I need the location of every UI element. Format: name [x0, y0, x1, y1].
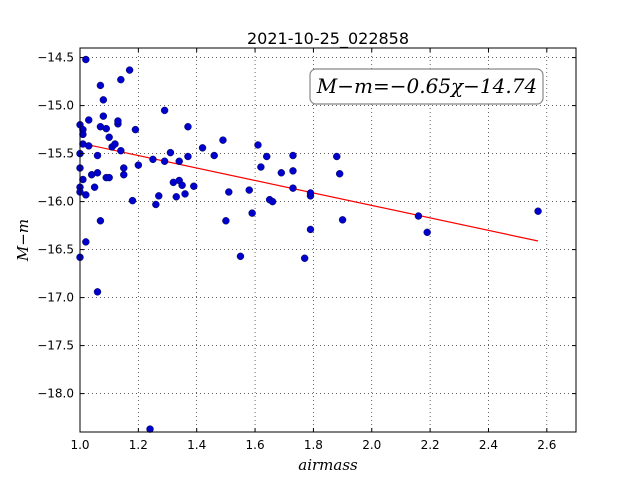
data-point	[263, 152, 271, 161]
data-point	[105, 133, 113, 141]
x-tick-label: 2.4	[479, 438, 498, 452]
data-point	[277, 169, 286, 177]
x-tick-label: 1.4	[187, 438, 206, 452]
grid-lines	[79, 48, 576, 432]
y-tick-label: −16.0	[37, 195, 74, 209]
data-point	[120, 164, 128, 172]
plot-frame	[79, 47, 577, 433]
chart-title: 2021-10-25_022858	[247, 29, 409, 49]
data-point	[245, 186, 253, 194]
data-point	[82, 238, 90, 246]
data-point	[210, 151, 218, 160]
equation-box-frame	[309, 68, 544, 105]
x-axis-ticks: 1.0 1.2 1.4 1.6 1.8 2.0 2.2 2.4 2.6	[70, 48, 556, 452]
data-point	[93, 288, 102, 296]
data-point	[219, 136, 227, 144]
data-point	[198, 144, 207, 152]
x-tick-label: 2.2	[421, 438, 440, 452]
data-point	[79, 130, 87, 139]
data-point	[268, 197, 277, 206]
x-tick-label: 2.0	[362, 438, 381, 452]
data-point	[85, 142, 93, 150]
y-tick-label: −17.0	[37, 291, 74, 305]
data-point	[102, 124, 110, 133]
data-point	[128, 196, 137, 205]
data-point	[117, 75, 125, 84]
data-point	[155, 192, 163, 200]
y-tick-label: −17.5	[37, 339, 74, 353]
data-point	[79, 175, 87, 184]
x-tick-label: 1.6	[246, 438, 265, 452]
data-point	[114, 117, 122, 125]
data-point	[85, 116, 93, 124]
data-point	[254, 141, 262, 149]
data-point	[93, 151, 102, 160]
y-axis-label: M−m	[14, 219, 32, 262]
y-tick-label: −15.0	[37, 99, 74, 113]
data-point	[335, 170, 344, 178]
data-point	[225, 188, 233, 196]
data-point	[105, 173, 113, 182]
x-tick-label: 1.0	[70, 438, 89, 452]
y-tick-label: −14.5	[37, 51, 74, 65]
data-point	[178, 181, 186, 189]
data-point	[333, 152, 341, 161]
y-axis-ticks: −14.5 −15.0 −15.5 −16.0 −16.5 −17.0 −17.5 −18.0	[37, 51, 576, 401]
data-point	[160, 157, 169, 165]
data-point	[125, 66, 134, 74]
data-point	[120, 171, 128, 179]
data-point	[90, 183, 99, 191]
data-point	[93, 169, 102, 177]
data-point	[236, 252, 245, 261]
data-point	[149, 155, 157, 164]
x-tick-label: 2.6	[537, 438, 556, 452]
data-point	[152, 200, 160, 209]
y-tick-label: −18.0	[37, 387, 74, 401]
data-point	[306, 225, 315, 234]
data-point	[423, 228, 431, 237]
data-point	[134, 161, 143, 169]
x-axis-label: airmass	[298, 456, 358, 474]
equation-text: M−m=−0.65χ−14.74	[316, 74, 537, 98]
data-point	[181, 190, 189, 198]
data-point	[82, 55, 90, 64]
x-tick-label: 1.2	[129, 438, 148, 452]
data-point	[300, 254, 309, 262]
data-point	[222, 217, 230, 225]
data-point	[82, 191, 90, 199]
data-point	[534, 207, 542, 215]
data-point	[184, 123, 192, 131]
y-tick-label: −16.5	[37, 243, 74, 257]
data-point	[184, 152, 192, 161]
data-point	[338, 216, 347, 224]
data-point	[289, 184, 297, 192]
data-point	[175, 157, 183, 165]
data-point	[257, 163, 265, 171]
data-point	[96, 81, 105, 90]
data-point	[131, 125, 140, 134]
data-point	[289, 167, 297, 175]
data-point	[289, 151, 297, 160]
data-point	[414, 212, 423, 220]
data-point	[117, 147, 125, 155]
data-point	[111, 140, 119, 148]
data-point	[99, 112, 108, 120]
data-point	[160, 106, 169, 115]
data-point	[96, 217, 105, 225]
data-point	[190, 182, 198, 190]
data-point	[166, 148, 175, 157]
data-point	[99, 96, 108, 104]
y-tick-label: −15.5	[37, 147, 74, 161]
data-points	[76, 55, 542, 433]
x-tick-label: 1.8	[304, 438, 323, 452]
data-point	[146, 425, 154, 433]
data-point	[172, 193, 180, 201]
data-point	[306, 189, 315, 197]
equation-box: M−m=−0.65χ−14.74	[309, 68, 544, 105]
data-point	[248, 209, 256, 217]
